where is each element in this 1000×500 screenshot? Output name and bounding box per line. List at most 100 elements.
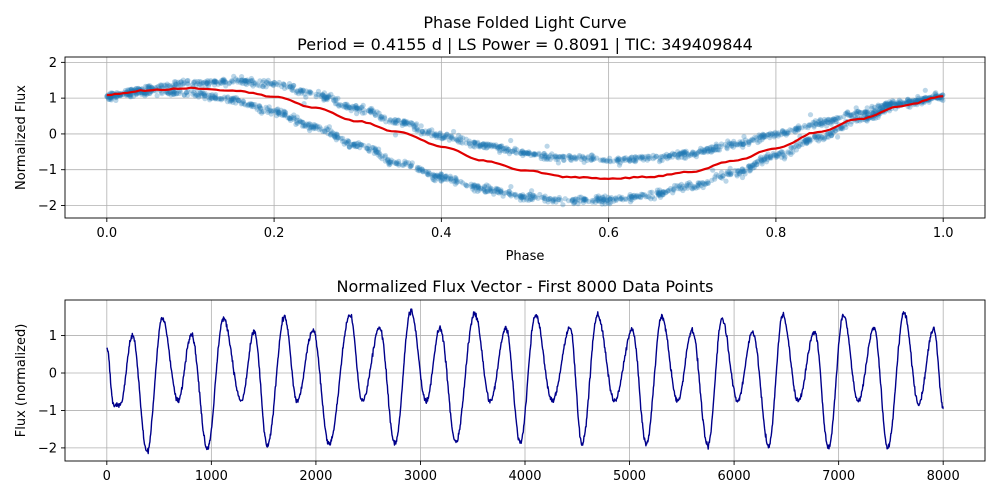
phase-scatter-point <box>290 84 296 90</box>
flux-plot-grid <box>65 300 985 461</box>
phase-scatter-point <box>790 149 796 155</box>
phase-scatter-point <box>455 139 462 145</box>
phase-scatter-point <box>232 97 238 103</box>
phase-scatter-point <box>436 135 442 141</box>
phase-scatter-point <box>646 153 652 159</box>
phase-scatter-point <box>875 102 881 108</box>
phase-scatter-point <box>767 135 773 141</box>
phase-scatter-point <box>795 127 801 133</box>
phase-scatter-point <box>843 124 849 130</box>
phase-scatter-point <box>659 157 665 163</box>
phase-scatter-point <box>418 123 424 129</box>
phase-scatter-point <box>321 90 327 96</box>
phase-scatter-point <box>324 95 330 101</box>
phase-scatter-point <box>876 103 882 109</box>
phase-scatter-point <box>756 134 763 140</box>
phase-scatter-point <box>672 152 678 158</box>
phase-scatter-point <box>440 136 446 142</box>
phase-scatter-point <box>258 106 264 112</box>
phase-scatter-point <box>518 192 524 199</box>
phase-scatter-point <box>812 118 819 124</box>
phase-scatter-point <box>509 191 515 197</box>
phase-scatter-point <box>517 193 523 199</box>
phase-scatter-point <box>734 142 740 148</box>
phase-scatter-point <box>732 140 738 147</box>
phase-scatter-point <box>681 155 687 161</box>
phase-scatter-point <box>343 103 350 109</box>
phase-scatter-point <box>524 150 530 156</box>
phase-scatter-point <box>778 154 785 160</box>
phase-scatter-point <box>697 148 703 154</box>
phase-scatter-point <box>506 191 512 197</box>
phase-scatter-point <box>274 113 280 119</box>
phase-scatter-point <box>289 87 295 93</box>
phase-scatter-outlier <box>544 143 550 149</box>
phase-scatter-point <box>164 83 170 89</box>
phase-scatter-point <box>628 193 635 199</box>
phase-scatter-point <box>377 151 383 157</box>
phase-scatter-point <box>727 141 733 147</box>
phase-scatter-point <box>905 96 911 103</box>
phase-scatter-point <box>403 161 409 167</box>
phase-scatter-point <box>802 122 808 129</box>
phase-scatter-point <box>780 128 786 134</box>
phase-scatter-point <box>275 110 281 116</box>
phase-scatter-point <box>802 138 808 144</box>
phase-scatter-point <box>657 192 663 198</box>
phase-scatter-point <box>375 149 381 156</box>
flux-x-tick-label: 6000 <box>718 469 751 484</box>
flux-y-tick-label: 0 <box>49 367 57 382</box>
phase-scatter-point <box>484 182 490 188</box>
phase-scatter-point <box>306 125 312 131</box>
phase-scatter-point <box>535 195 541 201</box>
phase-scatter-point <box>473 185 479 191</box>
phase-scatter-point <box>647 155 653 161</box>
phase-scatter-point <box>471 139 477 145</box>
phase-scatter-point <box>541 195 547 202</box>
phase-scatter-point <box>824 118 830 124</box>
phase-scatter-point <box>785 149 791 155</box>
phase-scatter-point <box>332 101 339 107</box>
phase-scatter-point <box>147 90 153 96</box>
phase-scatter-point <box>260 79 266 85</box>
phase-scatter-point <box>113 94 119 101</box>
phase-scatter-point <box>414 128 420 134</box>
phase-scatter-point <box>804 139 810 145</box>
phase-scatter-point <box>354 105 360 112</box>
phase-scatter-point <box>170 89 176 95</box>
phase-scatter-point <box>527 193 533 199</box>
phase-scatter-point <box>670 150 676 156</box>
phase-scatter-point <box>197 78 203 85</box>
phase-scatter-point <box>547 153 553 159</box>
phase-scatter-point <box>753 135 760 141</box>
phase-scatter-point <box>252 81 258 87</box>
phase-scatter-point <box>479 142 485 148</box>
phase-scatter-point <box>494 144 501 150</box>
phase-scatter-point <box>621 155 627 161</box>
phase-scatter-point <box>254 106 260 112</box>
phase-scatter-point <box>585 154 591 160</box>
phase-scatter-points <box>104 73 946 208</box>
phase-scatter-point <box>368 110 374 116</box>
phase-scatter-point <box>749 136 755 142</box>
phase-scatter-point <box>776 151 783 157</box>
phase-scatter-point <box>302 91 308 97</box>
phase-scatter-point <box>235 98 241 104</box>
phase-scatter-point <box>382 152 388 159</box>
phase-scatter-point <box>298 88 305 94</box>
flux-x-tick-label: 0 <box>103 469 111 484</box>
phase-scatter-point <box>547 156 553 162</box>
phase-scatter-point <box>884 101 890 107</box>
phase-scatter-point <box>572 198 579 204</box>
phase-scatter-point <box>633 193 639 199</box>
phase-scatter-point <box>773 152 780 158</box>
phase-scatter-point <box>408 120 414 126</box>
phase-scatter-point <box>130 93 137 99</box>
phase-scatter-point <box>221 78 227 85</box>
phase-scatter-point <box>219 96 225 102</box>
phase-scatter-point <box>357 108 363 114</box>
phase-scatter-point <box>735 168 741 174</box>
phase-scatter-point <box>829 132 835 139</box>
phase-scatter-point <box>301 123 307 129</box>
phase-scatter-point <box>813 135 819 141</box>
